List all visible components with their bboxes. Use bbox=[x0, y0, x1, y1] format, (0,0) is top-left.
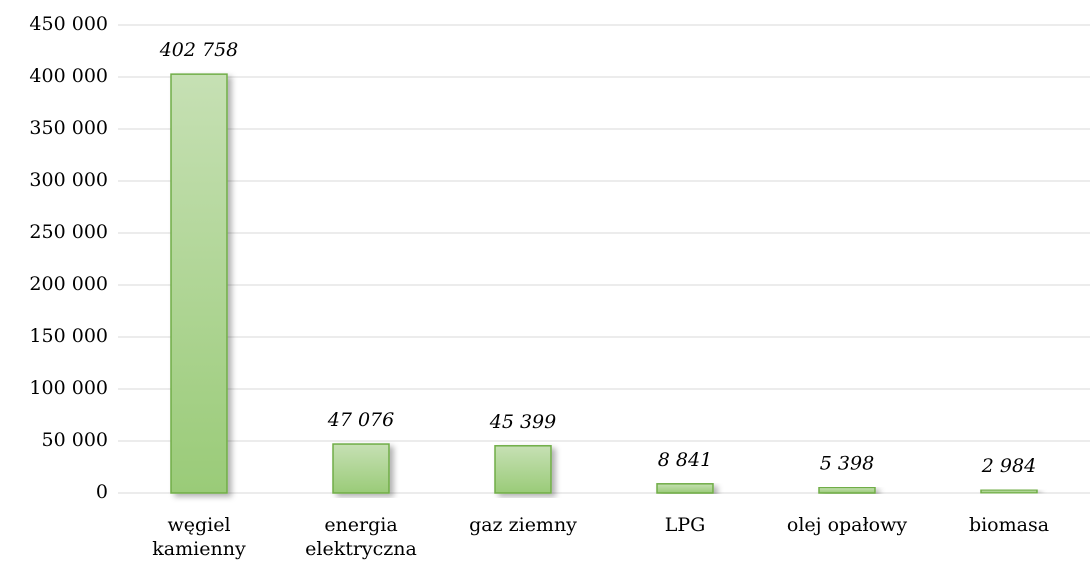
y-tick-label: 100 000 bbox=[29, 377, 108, 399]
y-tick-label: 300 000 bbox=[29, 169, 108, 191]
value-label: 2 984 bbox=[981, 455, 1036, 477]
y-tick-label: 0 bbox=[96, 481, 108, 503]
x-tick-label: LPG bbox=[665, 514, 706, 536]
y-tick-label: 150 000 bbox=[29, 325, 108, 347]
y-tick-label: 200 000 bbox=[29, 273, 108, 295]
bar bbox=[656, 483, 714, 494]
bar bbox=[332, 443, 390, 494]
bar bbox=[494, 445, 552, 494]
y-tick-label: 350 000 bbox=[29, 117, 108, 139]
value-label: 47 076 bbox=[327, 409, 394, 431]
bar bbox=[170, 73, 228, 494]
x-tick-label: energia elektryczna bbox=[305, 514, 417, 560]
y-tick-label: 50 000 bbox=[42, 429, 108, 451]
bar bbox=[818, 486, 876, 494]
bar bbox=[980, 489, 1038, 494]
value-label: 5 398 bbox=[820, 452, 874, 474]
value-label: 8 841 bbox=[658, 449, 712, 471]
x-tick-label: biomasa bbox=[969, 514, 1049, 536]
x-tick-label: węgiel kamienny bbox=[152, 514, 246, 560]
y-tick-label: 450 000 bbox=[29, 13, 108, 35]
x-tick-label: gaz ziemny bbox=[469, 514, 577, 536]
x-tick-label: olej opałowy bbox=[787, 514, 907, 536]
y-tick-label: 250 000 bbox=[29, 221, 108, 243]
y-tick-label: 400 000 bbox=[29, 65, 108, 87]
value-label: 402 758 bbox=[159, 39, 239, 61]
value-label: 45 399 bbox=[489, 411, 556, 433]
